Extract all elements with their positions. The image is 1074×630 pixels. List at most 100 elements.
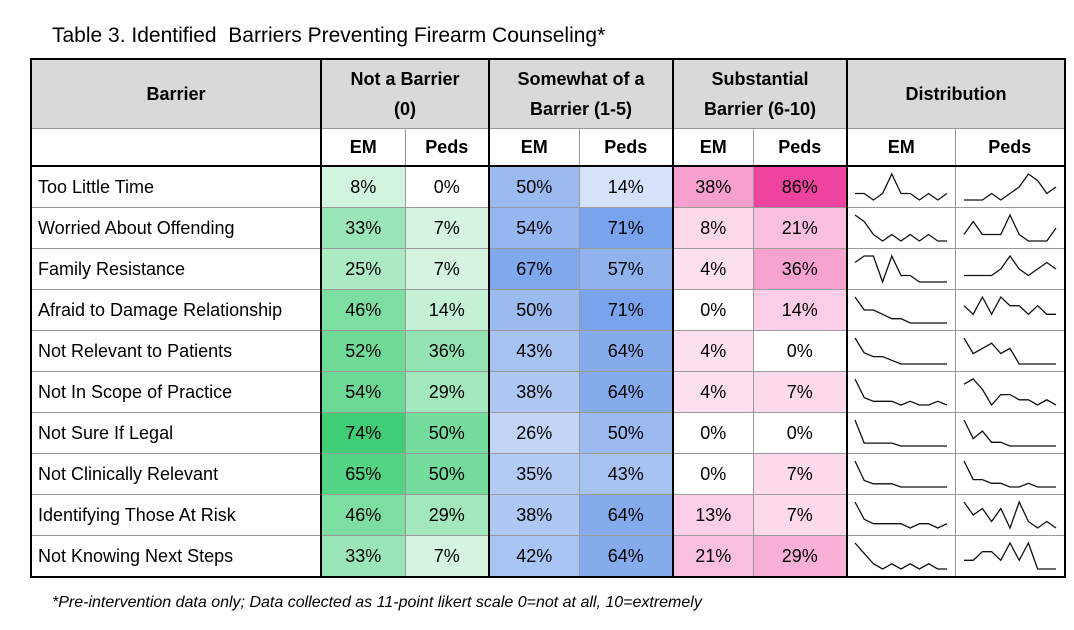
subheader-em: EM	[320, 128, 406, 167]
sparkline	[963, 460, 1056, 488]
header-somewhat-barrier: Somewhat of a Barrier (1-5)	[488, 58, 674, 129]
header-barrier-label: Barrier	[146, 84, 206, 104]
barrier-label: Identifying Those At Risk	[30, 494, 322, 536]
cell-substantial-peds: 14%	[752, 289, 848, 331]
distribution-em-sparkline	[846, 330, 956, 372]
header-barrier: Barrier	[30, 58, 322, 129]
cell-not-a-barrier-peds: 7%	[404, 248, 490, 290]
barrier-label: Not Sure If Legal	[30, 412, 322, 454]
sparkline	[963, 173, 1057, 201]
cell-substantial-em: 13%	[672, 494, 754, 536]
cell-substantial-em: 4%	[672, 371, 754, 413]
table-row: Identifying Those At Risk 46% 29% 38% 64% 13%…	[30, 494, 1066, 536]
subheader-em: EM	[672, 128, 754, 167]
subheader-peds: Peds	[954, 128, 1066, 167]
sparkline	[963, 378, 1057, 407]
sparkline	[854, 296, 948, 324]
cell-somewhat-em: 50%	[488, 165, 580, 208]
distribution-em-sparkline	[846, 207, 956, 249]
header-distribution: Distribution	[846, 58, 1066, 129]
sparkline	[963, 254, 1057, 277]
sparkline	[963, 419, 1056, 447]
sparkline	[854, 542, 948, 570]
sparkline	[855, 172, 948, 201]
cell-not-a-barrier-em: 33%	[320, 207, 406, 249]
distribution-em-sparkline	[846, 371, 956, 413]
distribution-em-sparkline	[846, 289, 956, 331]
sparkline	[854, 337, 948, 365]
table-row: Worried About Offending 33% 7% 54% 71% 8% 21%	[30, 207, 1066, 249]
cell-somewhat-peds: 14%	[578, 165, 674, 208]
cell-not-a-barrier-em: 74%	[320, 412, 406, 454]
cell-substantial-em: 0%	[672, 453, 754, 495]
cell-substantial-em: 0%	[672, 412, 754, 454]
distribution-em-sparkline	[846, 165, 956, 208]
barrier-label: Worried About Offending	[30, 207, 322, 249]
sparkline	[854, 460, 948, 488]
table-row: Family Resistance 25% 7% 67% 57% 4% 36%	[30, 248, 1066, 290]
cell-not-a-barrier-em: 54%	[320, 371, 406, 413]
cell-somewhat-em: 50%	[488, 289, 580, 331]
distribution-em-sparkline	[846, 535, 956, 578]
sparkline	[854, 254, 948, 284]
sparkline	[854, 501, 948, 529]
cell-not-a-barrier-em: 8%	[320, 165, 406, 208]
barrier-label: Not In Scope of Practice	[30, 371, 322, 413]
cell-substantial-em: 0%	[672, 289, 754, 331]
distribution-peds-sparkline	[954, 371, 1066, 413]
cell-not-a-barrier-peds: 29%	[404, 494, 490, 536]
cell-not-a-barrier-peds: 50%	[404, 453, 490, 495]
distribution-peds-sparkline	[954, 248, 1066, 290]
table-row: Not In Scope of Practice 54% 29% 38% 64% 4% 7%	[30, 371, 1066, 413]
distribution-em-sparkline	[846, 494, 956, 536]
sparkline	[963, 541, 1056, 570]
cell-substantial-peds: 29%	[752, 535, 848, 578]
cell-not-a-barrier-peds: 7%	[404, 535, 490, 578]
cell-substantial-peds: 7%	[752, 494, 848, 536]
cell-somewhat-em: 35%	[488, 453, 580, 495]
barriers-table: Barrier Not a Barrier (0) Somewhat of a …	[30, 58, 1066, 578]
distribution-peds-sparkline	[954, 330, 1066, 372]
table-title: Table 3. Identified Barriers Preventing …	[52, 24, 606, 47]
cell-substantial-em: 4%	[672, 248, 754, 290]
subheader-em: EM	[488, 128, 580, 167]
header-somewhat-barrier-line1: Somewhat of a	[517, 69, 645, 89]
cell-somewhat-em: 67%	[488, 248, 580, 290]
distribution-peds-sparkline	[954, 165, 1066, 208]
header-substantial-barrier: Substantial Barrier (6-10)	[672, 58, 848, 129]
cell-not-a-barrier-em: 52%	[320, 330, 406, 372]
table-row: Not Knowing Next Steps 33% 7% 42% 64% 21% 29%	[30, 535, 1066, 578]
barrier-label: Not Knowing Next Steps	[30, 535, 322, 578]
table-row: Not Relevant to Patients 52% 36% 43% 64% 4% 0%	[30, 330, 1066, 372]
header-not-a-barrier: Not a Barrier (0)	[320, 58, 490, 129]
header-substantial-barrier-line2: Barrier (6-10)	[703, 99, 817, 119]
cell-somewhat-em: 26%	[488, 412, 580, 454]
distribution-peds-sparkline	[954, 453, 1066, 495]
sparkline	[963, 213, 1057, 242]
cell-not-a-barrier-peds: 14%	[404, 289, 490, 331]
cell-somewhat-peds: 64%	[578, 494, 674, 536]
subheader-peds: Peds	[752, 128, 848, 167]
cell-not-a-barrier-em: 25%	[320, 248, 406, 290]
cell-somewhat-em: 54%	[488, 207, 580, 249]
cell-somewhat-peds: 43%	[578, 453, 674, 495]
cell-substantial-peds: 36%	[752, 248, 848, 290]
distribution-peds-sparkline	[954, 289, 1066, 331]
cell-somewhat-em: 38%	[488, 371, 580, 413]
footnote: *Pre-intervention data only; Data collec…	[52, 594, 702, 611]
cell-somewhat-em: 43%	[488, 330, 580, 372]
barrier-label: Family Resistance	[30, 248, 322, 290]
cell-substantial-peds: 7%	[752, 371, 848, 413]
cell-not-a-barrier-em: 46%	[320, 289, 406, 331]
cell-not-a-barrier-peds: 50%	[404, 412, 490, 454]
cell-somewhat-peds: 50%	[578, 412, 674, 454]
table-row: Afraid to Damage Relationship 46% 14% 50% 71…	[30, 289, 1066, 331]
cell-not-a-barrier-peds: 29%	[404, 371, 490, 413]
cell-somewhat-em: 38%	[488, 494, 580, 536]
sparkline	[963, 337, 1056, 365]
table-body: Too Little Time 8% 0% 50% 14% 38% 86% Worried A…	[30, 165, 1066, 578]
header-distribution-label: Distribution	[905, 84, 1007, 104]
cell-substantial-peds: 0%	[752, 330, 848, 372]
distribution-em-sparkline	[846, 248, 956, 290]
cell-somewhat-peds: 71%	[578, 289, 674, 331]
